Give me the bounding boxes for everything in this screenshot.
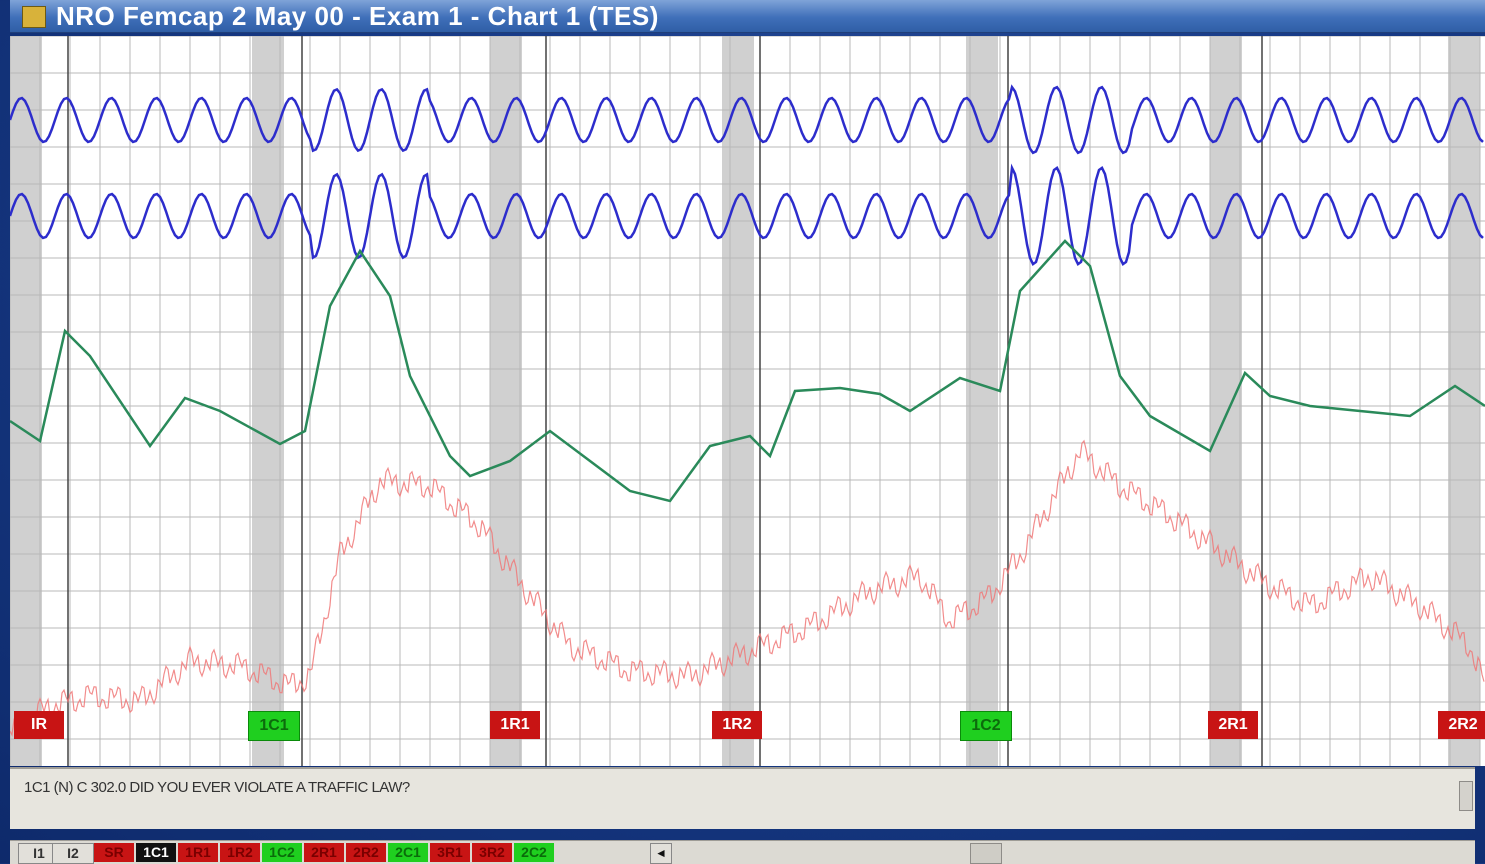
marker-1r2[interactable]: 1R2: [712, 711, 762, 739]
info-scrollbar[interactable]: [1459, 781, 1473, 811]
tab-1c2[interactable]: 1C2: [262, 843, 302, 862]
marker-1c1[interactable]: 1C1: [248, 711, 300, 741]
question-shade-6: [1448, 36, 1480, 766]
marker-1c2[interactable]: 1C2: [960, 711, 1012, 741]
tab-i2[interactable]: I2: [52, 843, 94, 864]
app-icon: [22, 6, 46, 28]
cardio-trace: [10, 439, 1485, 737]
tab-1c1[interactable]: 1C1: [136, 843, 176, 862]
tab-1r2[interactable]: 1R2: [220, 843, 260, 862]
marker-ir[interactable]: IR: [14, 711, 64, 739]
tab-1r1[interactable]: 1R1: [178, 843, 218, 862]
question-shade-3: [722, 36, 754, 766]
chart-canvas: [10, 36, 1485, 766]
tab-sr[interactable]: SR: [94, 843, 134, 862]
upper-respiration-trace: [10, 84, 1484, 155]
tab-2c1[interactable]: 2C1: [388, 843, 428, 862]
question-shade-0: [10, 36, 42, 766]
question-shade-1: [252, 36, 284, 766]
marker-2r1[interactable]: 2R1: [1208, 711, 1258, 739]
marker-2r2[interactable]: 2R2: [1438, 711, 1485, 739]
tab-2r1[interactable]: 2R1: [304, 843, 344, 862]
tab-2c2[interactable]: 2C2: [514, 843, 554, 862]
question-info-panel: 1C1 (N) C 302.0 DID YOU EVER VIOLATE A T…: [10, 767, 1475, 829]
question-shade-2: [490, 36, 522, 766]
tab-3r2[interactable]: 3R2: [472, 843, 512, 862]
eda-trace: [10, 239, 1485, 503]
question-tab-bar: I1 I2 SR 1C1 1R1 1R2 1C2 2R1 2R2 2C1 3R1 3R2 2C2 ◄: [10, 840, 1475, 864]
question-shade-5: [1210, 36, 1242, 766]
tab-2r2[interactable]: 2R2: [346, 843, 386, 862]
chart-window: NRO Femcap 2 May 00 - Exam 1 - Chart 1 (…: [10, 0, 1485, 863]
question-shade-4: [966, 36, 998, 766]
tab-3r1[interactable]: 3R1: [430, 843, 470, 862]
marker-1r1[interactable]: 1R1: [490, 711, 540, 739]
title-bar: NRO Femcap 2 May 00 - Exam 1 - Chart 1 (…: [10, 0, 1485, 33]
question-text: 1C1 (N) C 302.0 DID YOU EVER VIOLATE A T…: [24, 779, 410, 796]
polygraph-chart[interactable]: IR 1C1 1R1 1R2 1C2 2R1 2R2: [10, 36, 1485, 766]
window-title: NRO Femcap 2 May 00 - Exam 1 - Chart 1 (…: [56, 1, 659, 31]
lower-respiration-trace: [10, 163, 1484, 266]
horizontal-scrollbar-thumb[interactable]: [970, 843, 1002, 864]
scroll-left-button[interactable]: ◄: [650, 843, 672, 864]
